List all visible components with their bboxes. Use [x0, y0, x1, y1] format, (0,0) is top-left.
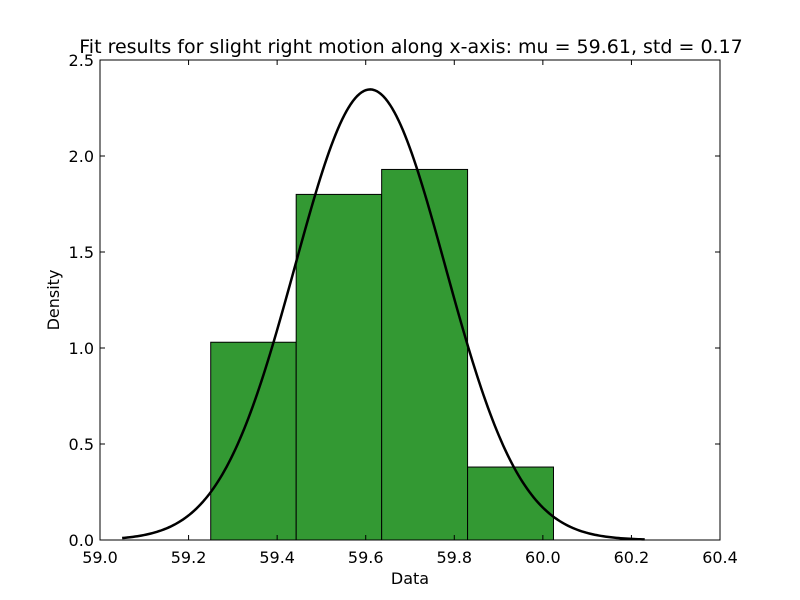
fit-curve-group	[122, 88, 645, 541]
y-tick-label: 2.5	[69, 51, 94, 70]
x-tick-label: 59.0	[82, 548, 118, 567]
y-tick-label: 1.0	[69, 339, 94, 358]
fit-curve-line	[122, 88, 645, 541]
x-tick-label: 59.4	[259, 548, 295, 567]
x-tick-label: 60.0	[525, 548, 561, 567]
y-axis-label: Density	[44, 270, 63, 331]
x-axis-label: Data	[391, 569, 429, 588]
histogram-bar	[295, 193, 383, 541]
y-axis-ticks: 0.0 0.5 1.0 1.5 2.0 2.5	[69, 51, 720, 550]
histogram-bar	[210, 341, 297, 541]
histogram-bars	[210, 168, 554, 541]
chart-title: Fit results for slight right motion alon…	[79, 36, 743, 58]
y-tick-label: 1.5	[69, 243, 94, 262]
plot-frame	[99, 59, 721, 541]
x-tick-label: 59.8	[436, 548, 472, 567]
x-tick-label: 59.6	[348, 548, 384, 567]
x-axis-ticks: 59.0 59.2 59.4 59.6 59.8 60.0 60.2 60.4	[82, 60, 738, 567]
y-tick-label: 0.0	[69, 531, 94, 550]
x-tick-label: 59.2	[171, 548, 207, 567]
x-tick-label: 60.2	[614, 548, 650, 567]
y-tick-label: 2.0	[69, 147, 94, 166]
y-tick-label: 0.5	[69, 435, 94, 454]
x-tick-label: 60.4	[702, 548, 738, 567]
histogram-bar	[381, 168, 469, 541]
